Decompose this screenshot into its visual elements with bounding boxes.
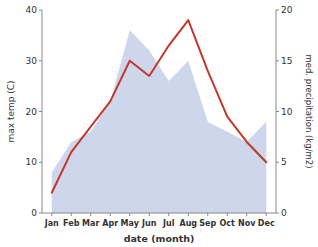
x-tick <box>90 213 91 216</box>
x-tick <box>188 213 189 216</box>
y2-tick <box>276 111 279 112</box>
y2-tick-label: 10 <box>281 107 293 117</box>
chart: 0 10 20 30 40 0 5 10 15 20 Jan FebMarAprMayJun Jul Au… <box>0 0 318 247</box>
y2-tick-label: 5 <box>281 157 287 167</box>
y2-tick-label: 15 <box>281 56 292 66</box>
y-tick <box>39 162 42 163</box>
x-tick <box>110 213 111 216</box>
x-tick-label: May <box>121 219 140 228</box>
y-tick <box>39 60 42 61</box>
y2-tick <box>276 10 279 11</box>
x-tick <box>149 213 150 216</box>
y-tick <box>39 213 42 214</box>
y-tick-label: 20 <box>26 107 38 117</box>
x-tick-label: Dec <box>258 219 275 228</box>
x-tick <box>71 213 72 216</box>
precipitation-area <box>52 30 267 213</box>
y2-tick <box>276 162 279 163</box>
y2-tick <box>276 213 279 214</box>
x-tick-label: Mar <box>82 219 99 228</box>
plot-area <box>52 20 267 213</box>
x-tick-label: Nov <box>238 219 256 228</box>
x-tick-label: Jan <box>44 219 59 228</box>
x-tick-label: Jul <box>162 219 175 228</box>
x-axis-label: date (month) <box>124 233 195 244</box>
x-tick-label: Sep <box>199 219 216 228</box>
x-tick-label: Apr <box>102 219 118 228</box>
x-tick-label: Oct <box>220 219 236 228</box>
y-tick-label: 10 <box>26 157 38 167</box>
y-tick <box>39 10 42 11</box>
x-tick <box>227 213 228 216</box>
y-tick-label: 0 <box>31 208 37 218</box>
x-tick <box>246 213 247 216</box>
y-tick <box>39 111 42 112</box>
bottom-axis <box>42 213 276 214</box>
y-tick-label: 30 <box>26 56 38 66</box>
x-tick <box>266 213 267 216</box>
y-axis-label: max temp (C) <box>6 80 16 142</box>
x-tick-label: Feb <box>63 219 80 228</box>
y2-tick-label: 0 <box>281 208 287 218</box>
y2-tick-label: 20 <box>281 5 293 15</box>
y-tick-label: 40 <box>26 5 38 15</box>
y2-axis-label: med. precipitation (kg/m2) <box>304 54 314 168</box>
x-tick <box>207 213 208 216</box>
x-tick <box>129 213 130 216</box>
x-tick-label: Jun <box>141 219 157 228</box>
y2-tick <box>276 60 279 61</box>
temperature-line <box>52 20 267 193</box>
x-tick-label: Aug <box>179 219 197 228</box>
x-tick <box>51 213 52 216</box>
x-tick <box>168 213 169 216</box>
